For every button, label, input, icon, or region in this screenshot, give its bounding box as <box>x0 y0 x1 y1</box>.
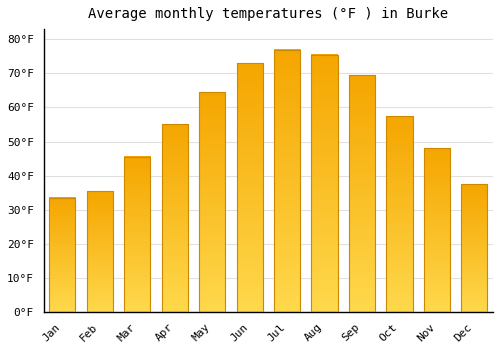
Bar <box>124 157 150 312</box>
Bar <box>86 191 113 312</box>
Bar <box>461 184 487 312</box>
Bar <box>86 191 113 312</box>
Bar <box>386 116 412 312</box>
Title: Average monthly temperatures (°F ) in Burke: Average monthly temperatures (°F ) in Bu… <box>88 7 448 21</box>
Bar <box>162 125 188 312</box>
Bar <box>50 198 76 312</box>
Bar <box>199 92 226 312</box>
Bar <box>424 148 450 312</box>
Bar <box>124 157 150 312</box>
Bar <box>274 49 300 312</box>
Bar <box>312 55 338 312</box>
Bar <box>349 75 375 312</box>
Bar <box>199 92 226 312</box>
Bar <box>274 49 300 312</box>
Bar <box>424 148 450 312</box>
Bar <box>386 116 412 312</box>
Bar <box>461 184 487 312</box>
Bar <box>236 63 262 312</box>
Bar <box>349 75 375 312</box>
Bar <box>312 55 338 312</box>
Bar <box>50 198 76 312</box>
Bar <box>236 63 262 312</box>
Bar <box>162 125 188 312</box>
